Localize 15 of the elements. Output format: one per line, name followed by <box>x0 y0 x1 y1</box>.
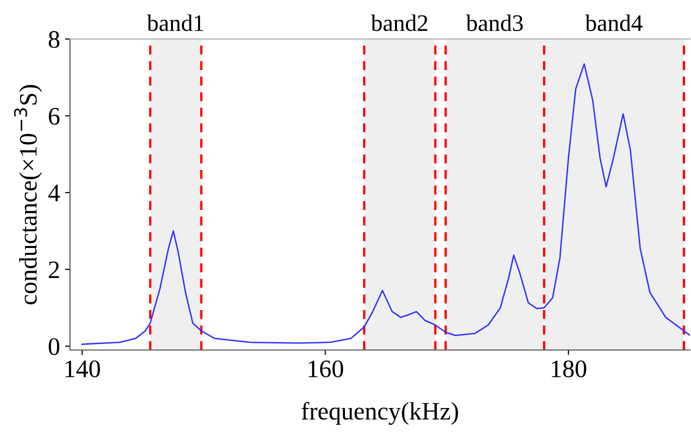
y-tick-label: 2 <box>48 261 59 278</box>
x-tick-label: 160 <box>308 360 344 378</box>
band-label: band2 <box>370 14 428 32</box>
y-tick-label: 0 <box>48 338 60 356</box>
x-axis-title: frequency(kHz) <box>302 402 458 425</box>
line-series <box>81 63 690 345</box>
y-tick-label: 4 <box>48 184 60 202</box>
x-tick-label: 140 <box>66 360 100 378</box>
band-label: band3 <box>466 14 523 32</box>
y-axis-title: conductance(×10$^{−3}$S) <box>14 85 42 304</box>
band-label: band4 <box>585 14 642 32</box>
x-tick-label: 180 <box>552 360 586 378</box>
band-label: band1 <box>146 14 204 32</box>
y-tick-label: 6 <box>48 108 60 125</box>
y-tick-label: 8 <box>48 31 60 48</box>
